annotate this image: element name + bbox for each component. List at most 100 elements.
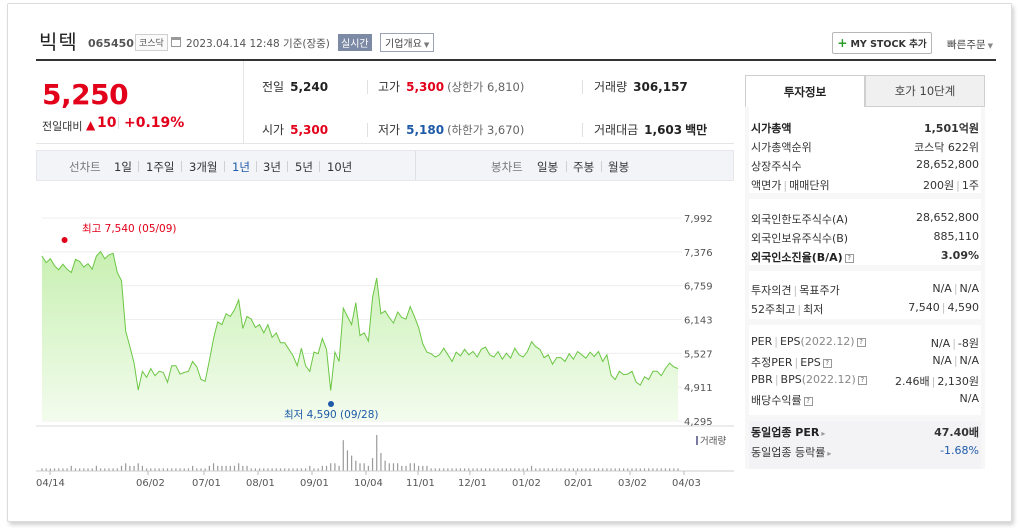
volume-bar [53, 468, 56, 471]
volume-bar [459, 468, 462, 471]
volume-bar [325, 465, 328, 471]
stat-unit: 백만 [685, 123, 708, 137]
x-tick-label: 04/14 [36, 478, 65, 489]
stat-value: 5,180 [406, 123, 445, 137]
volume-bar [576, 468, 579, 471]
volume-bar [137, 463, 139, 471]
help-icon[interactable]: ? [803, 396, 813, 406]
volume-bar [112, 468, 114, 471]
tab-period[interactable]: 5년 [295, 160, 313, 174]
volume-bar [384, 460, 386, 471]
stat-high: 고가 5,300 (상한가 6,810) [378, 78, 524, 95]
volume-bar [313, 468, 315, 471]
volume-bar [91, 468, 93, 471]
volume-bar [359, 463, 361, 471]
tab-candle[interactable]: 주봉 [573, 160, 595, 174]
tab-period[interactable]: 1주일 [146, 160, 175, 174]
label: 시가총액 [751, 122, 792, 135]
volume-bar [514, 468, 516, 471]
divider [367, 123, 368, 137]
volume-bar [556, 468, 558, 471]
volume-bar [489, 468, 491, 471]
volume-bar [99, 468, 102, 471]
volume-bar [66, 468, 68, 471]
volume-bar [120, 465, 123, 471]
volume-bar [643, 468, 646, 471]
volume-bar [597, 468, 600, 471]
volume-bar [346, 450, 349, 471]
period: (2022.12) [801, 373, 856, 386]
y-tick-label: 7,376 [684, 248, 713, 259]
tab-candle[interactable]: 월봉 [608, 160, 630, 174]
stat-label: 시가 [262, 123, 285, 137]
divider [138, 161, 139, 172]
volume-bar [530, 465, 533, 471]
tab-invest-info[interactable]: 투자정보 [745, 75, 865, 107]
volume-bar [204, 468, 206, 471]
volume-bar [250, 468, 252, 471]
volume-bar [464, 468, 466, 471]
realtime-badge[interactable]: 실시간 [338, 34, 372, 51]
volume-bar [371, 458, 374, 471]
row-industry-rate[interactable]: 동일업종 등락률 ▸ -1.68% [751, 444, 979, 461]
volume-label: 거래량 [700, 435, 726, 447]
label: 배당수익률 [751, 394, 802, 407]
label: 매매단위 [789, 179, 830, 192]
volume-bar [246, 465, 248, 471]
volume-bar [476, 468, 478, 471]
value: N/A [959, 282, 979, 295]
tab-period[interactable]: 10년 [327, 160, 353, 174]
x-tick-label: 08/01 [246, 478, 275, 489]
volume-bar [405, 465, 407, 471]
volume-bar [196, 468, 198, 471]
volume-legend-icon [696, 436, 698, 445]
label: 동일업종 PER [751, 426, 820, 439]
divider [582, 80, 583, 94]
row-industry-per[interactable]: 동일업종 PER ▸ 47.40배 [751, 424, 979, 441]
volume-bar [179, 468, 181, 471]
volume-bar [380, 453, 382, 471]
volume-bar [74, 468, 77, 471]
help-icon[interactable]: ? [856, 337, 866, 347]
volume-bar [330, 463, 332, 471]
row-52week: 52주최고 | 최저 7,540 | 4,590 [751, 301, 979, 316]
volume-bar [49, 468, 51, 471]
volume-bar [104, 468, 106, 471]
min-label: 최저 4,590 (09/28) [284, 409, 379, 421]
volume-bar [158, 468, 160, 471]
divider [118, 117, 119, 129]
quick-order-button[interactable]: 빠른주문 ▼ [947, 37, 993, 52]
tab-period[interactable]: 3년 [263, 160, 281, 174]
help-icon[interactable]: ? [844, 253, 854, 263]
volume-bar [321, 465, 323, 471]
volume-bar [146, 468, 148, 471]
help-icon[interactable]: ? [822, 358, 832, 368]
help-icon[interactable]: ? [857, 375, 867, 385]
label: PER [751, 335, 773, 348]
volume-bar [45, 468, 47, 471]
tab-period-active[interactable]: 1년 [232, 160, 250, 174]
volume-bar [288, 468, 290, 471]
line-chart-label: 선차트 [69, 160, 101, 174]
stat-label: 고가 [378, 80, 401, 94]
volume-bar [535, 468, 537, 471]
volume-bar [279, 468, 282, 471]
volume-bar [388, 463, 390, 471]
volume-bar [70, 465, 72, 471]
volume-bar [41, 468, 43, 471]
tab-period[interactable]: 1일 [114, 160, 132, 174]
tab-orderbook[interactable]: 호가 10단계 [865, 75, 985, 107]
tab-period[interactable]: 3개월 [189, 160, 218, 174]
add-mystock-button[interactable]: + MY STOCK 추가 [832, 32, 932, 54]
volume-bar [451, 468, 453, 471]
volume-bar [229, 465, 231, 471]
min-marker [328, 401, 334, 407]
market-tag: 코스닥 [135, 34, 168, 51]
volume-bar [472, 468, 474, 471]
volume-bar [83, 468, 85, 471]
company-info-button[interactable]: 기업개요 ▼ [380, 33, 435, 52]
tab-candle[interactable]: 일봉 [537, 160, 559, 174]
volume-bar [129, 465, 131, 471]
volume-bar [309, 465, 311, 471]
